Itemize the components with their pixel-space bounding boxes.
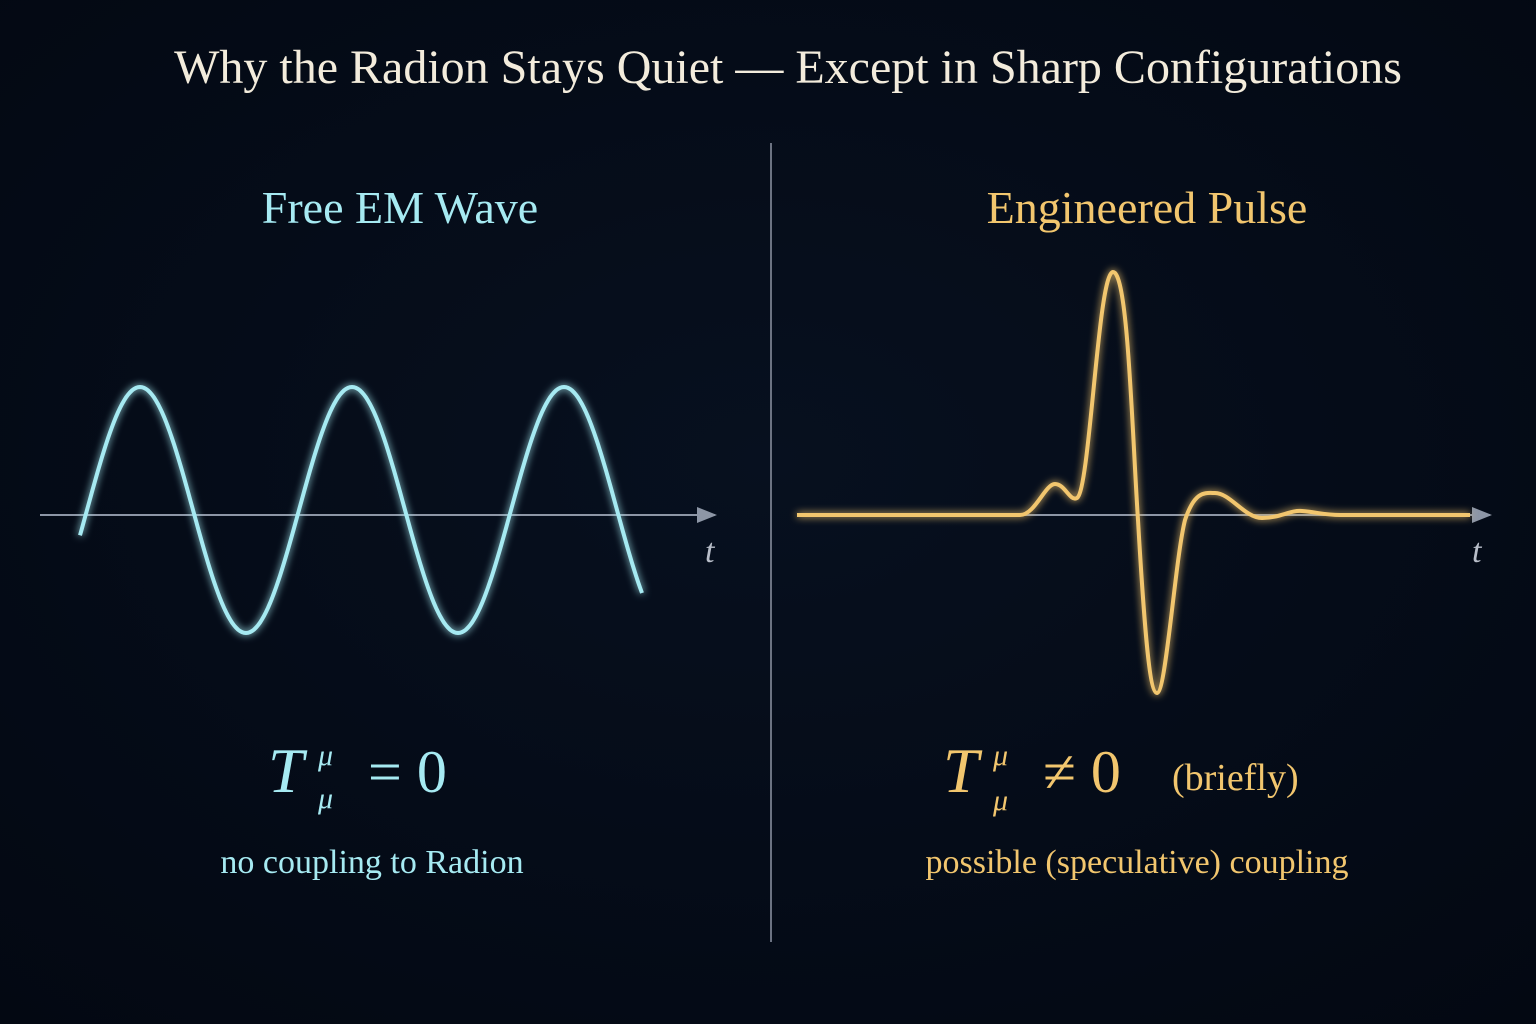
equation-symbol: T: [268, 735, 308, 806]
equation-relation: ≠ 0: [1043, 739, 1121, 805]
equation-superscript: μ: [317, 739, 333, 772]
caption: no coupling to Radion: [220, 844, 523, 881]
axis-label: t: [705, 533, 716, 570]
equation-note: (briefly): [1172, 757, 1299, 799]
equation-symbol: T: [943, 735, 983, 806]
axis-label: t: [1472, 533, 1483, 570]
sine-wave: [78, 384, 644, 636]
equation-superscript: μ: [992, 739, 1008, 772]
panel-heading: Engineered Pulse: [987, 182, 1308, 233]
panel-heading: Free EM Wave: [262, 182, 538, 233]
title: Why the Radion Stays Quiet — Except in S…: [174, 41, 1402, 94]
equation-relation: = 0: [368, 739, 447, 805]
equation-subscript: μ: [317, 782, 333, 815]
pulse-wave: [797, 269, 1470, 696]
caption: possible (speculative) coupling: [925, 844, 1348, 881]
equation-subscript: μ: [992, 784, 1008, 817]
